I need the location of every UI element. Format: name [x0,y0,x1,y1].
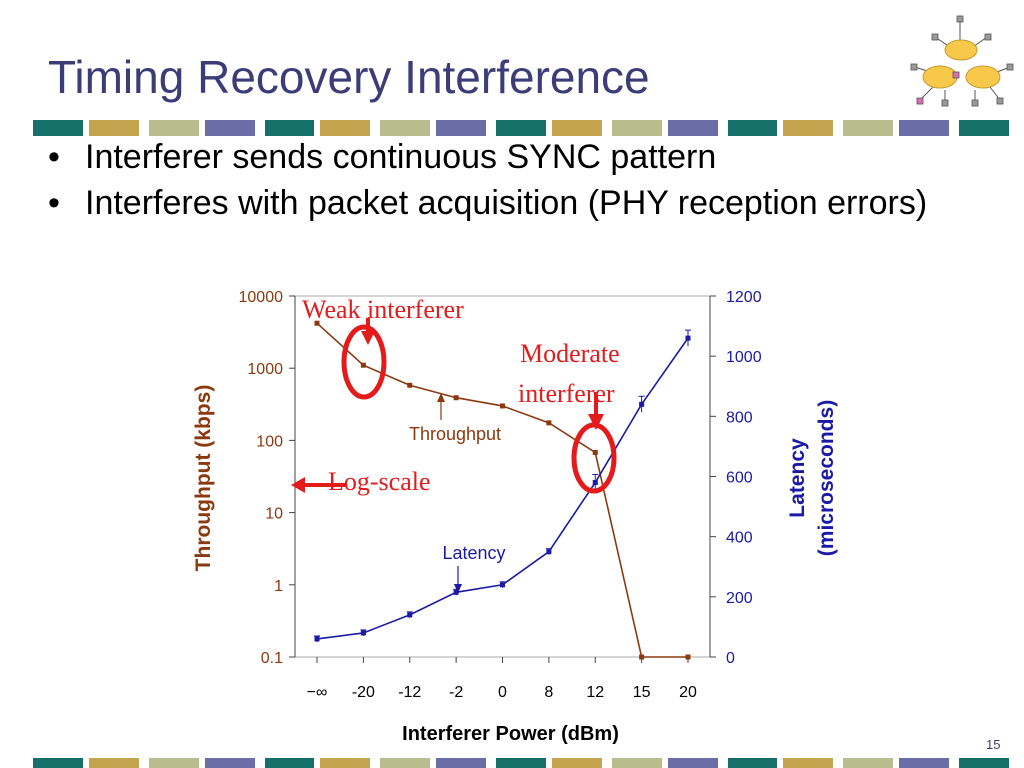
band-segment [496,120,546,136]
bullet-item: • Interferer sends continuous SYNC patter… [48,138,928,177]
weak-interferer-circle [341,324,387,400]
band-segment [436,120,487,136]
y-axis-title: Throughput (kbps) [192,385,215,572]
moderate-interferer-annotation-line1: Moderate [520,339,620,368]
decorative-color-band-bottom [33,758,1009,768]
left-tick-label: 1000 [247,361,283,378]
throughput-point [407,382,413,388]
right-tick-label: 600 [726,470,753,487]
band-segment [843,120,894,136]
throughput-point [500,403,505,409]
band-segment [204,120,255,136]
right-tick-label: 0 [726,650,735,667]
band-segment [380,120,431,136]
bullet-list: • Interferer sends continuous SYNC patter… [48,138,928,230]
x-tick-label: 12 [586,684,604,701]
bullet-marker: • [48,138,60,176]
band-segment [727,120,778,136]
bullet-text: Interferes with packet acquisition (PHY … [85,184,928,222]
right-tick-label: 800 [726,409,753,426]
x-axis-title: Interferer Power (dBm) [402,723,619,745]
throughput-point [314,320,320,326]
x-tick-label: -2 [449,684,463,701]
throughput-pointer-head [437,393,445,402]
band-segment [551,758,602,768]
left-tick-label: 10000 [239,289,284,306]
band-segment [843,758,894,768]
band-segment [320,758,371,768]
x-tick-label: 15 [633,684,651,701]
band-segment [33,758,83,768]
band-segment [727,758,778,768]
band-segment [783,120,834,136]
x-tick-label: 8 [544,684,553,701]
page-number: 15 [986,737,1001,752]
slide-title: Timing Recovery Interference [48,51,650,103]
latency-label: Latency [442,543,505,563]
weak-interferer-annotation: Weak interferer [302,295,464,324]
weak-arrow-head [361,331,375,345]
band-segment [204,758,255,768]
left-tick-label: 100 [256,433,283,450]
band-segment [667,758,718,768]
band-segment [496,758,546,768]
throughput-point [592,449,598,455]
band-segment [899,758,950,768]
left-tick-label: 10 [265,506,283,523]
x-tick-label: -20 [352,684,375,701]
left-tick-label: 1 [274,578,283,595]
moderate-arrow-head [588,414,604,430]
band-segment [264,758,315,768]
band-segment [88,758,139,768]
band-segment [88,120,139,136]
band-segment [264,120,315,136]
y2-axis-title-line2: (microseconds) [815,400,838,556]
right-tick-label: 200 [726,590,753,607]
throughput-point [360,362,366,368]
x-tick-label: -12 [398,684,421,701]
band-segment [959,758,1009,768]
throughput-label: Throughput [409,424,501,444]
x-tick-label: 20 [679,684,697,701]
band-segment [320,120,371,136]
throughput-point [453,395,459,401]
log-scale-annotation: Log-scale [328,467,431,496]
y2-axis-title-line1: Latency [786,438,809,518]
right-tick-label: 1200 [726,289,762,306]
throughput-point [639,654,645,660]
decorative-color-band-top [33,120,1009,136]
x-tick-label: 0 [498,684,507,701]
throughput-point [546,420,552,426]
band-segment [148,758,199,768]
latency-pointer-head [454,584,462,593]
right-tick-label: 400 [726,530,753,547]
network-clouds-logo [910,15,1014,107]
band-segment [959,120,1009,136]
band-segment [667,120,718,136]
bullet-marker: • [48,184,60,222]
bullet-text: Interferer sends continuous SYNC pattern [85,138,717,176]
throughput-point [685,654,691,660]
band-segment [611,758,662,768]
band-segment [33,120,83,136]
moderate-interferer-annotation-line2: interferer [518,379,615,408]
band-segment [148,120,199,136]
left-tick-label: 0.1 [261,650,283,667]
right-tick-label: 1000 [726,349,762,366]
band-segment [899,120,950,136]
band-segment [783,758,834,768]
x-tick-label: −∞ [307,684,328,701]
band-segment [436,758,487,768]
band-segment [551,120,602,136]
log-scale-arrow-head [291,477,305,493]
bullet-item: • Interferes with packet acquisition (PHY… [48,184,928,223]
band-segment [611,120,662,136]
band-segment [380,758,431,768]
